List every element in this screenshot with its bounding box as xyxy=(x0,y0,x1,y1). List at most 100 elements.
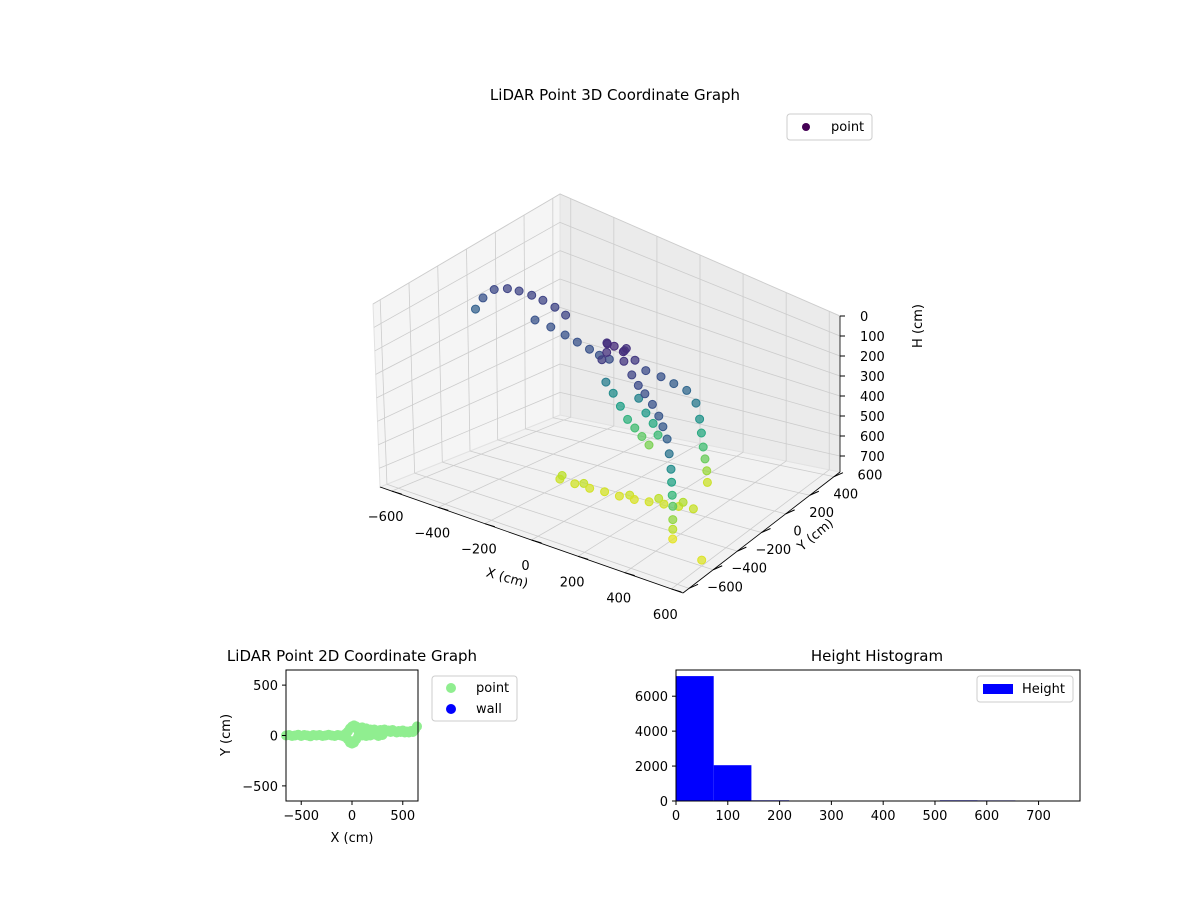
chart-3d-point xyxy=(702,477,712,487)
chart-3d-gridline-z xyxy=(373,221,561,328)
chart-3d-gridline-y xyxy=(379,299,388,485)
chart-2d-point xyxy=(412,721,422,732)
chart-2d-xtick-label: −500 xyxy=(283,809,319,824)
chart-3d-gridline-z xyxy=(559,306,841,397)
chart-3d-xtick-label: 400 xyxy=(606,592,631,607)
chart-3d-point xyxy=(659,499,669,509)
chart-3d-point xyxy=(619,356,629,366)
chart-3d-point xyxy=(514,286,524,296)
chart-histogram: Height Histogram 0 100 200 300 400 500 600 7000… xyxy=(635,647,1081,824)
chart-3d-point xyxy=(667,490,677,500)
chart-3d-point xyxy=(585,483,595,493)
chart-3d-point xyxy=(700,454,710,464)
chart-2d-legend: point wall xyxy=(431,675,518,722)
chart-3d-legend: point xyxy=(786,113,873,141)
histogram-ytick-label: 4000 xyxy=(635,725,668,740)
histogram-xtick-label: 200 xyxy=(767,809,792,824)
chart-3d-gridline-y xyxy=(408,282,416,474)
chart-3d-point xyxy=(530,315,540,325)
chart-2d-legend-point-label: point xyxy=(476,681,509,696)
chart-3d-point xyxy=(667,477,677,487)
histogram-frame xyxy=(675,669,1081,802)
histogram-bar xyxy=(676,676,714,801)
chart-3d-ztick-label: 400 xyxy=(860,390,885,405)
chart-3d-point xyxy=(688,504,698,514)
chart-3d-point xyxy=(668,524,678,534)
chart-3d-ztick-label: 200 xyxy=(860,350,885,365)
chart-3d-xtick-label: −200 xyxy=(461,543,497,558)
chart-3d-point xyxy=(682,385,692,395)
chart-3d-point xyxy=(629,495,639,504)
chart-3d-gridline-z xyxy=(559,193,841,317)
chart-3d-point xyxy=(546,322,556,332)
chart-3d-point xyxy=(627,370,637,380)
chart-3d-gridline-z xyxy=(377,335,561,422)
chart-3d-ytick-label: 600 xyxy=(858,469,883,484)
chart-3d-gridline-y xyxy=(466,248,471,452)
chart-3d-point xyxy=(609,341,619,351)
chart-3d-gridline-y xyxy=(442,461,738,552)
chart-3d-point xyxy=(698,442,708,452)
chart-3d-gridline-y xyxy=(386,483,690,589)
chart-3d-point xyxy=(600,487,610,497)
chart-3d-gridline-z xyxy=(559,221,841,337)
chart-3d-ytick-label: 200 xyxy=(809,506,834,521)
chart-3d-point xyxy=(630,355,640,365)
histogram-xtick-label: 700 xyxy=(1026,809,1051,824)
chart-3d-gridline-y xyxy=(523,215,526,429)
chart-3d-ztick-label: 100 xyxy=(860,330,885,345)
chart-3d-point xyxy=(664,449,674,459)
chart-3d-point xyxy=(579,478,589,488)
chart-3d-point xyxy=(615,401,625,411)
chart-3d-gridline-z xyxy=(374,250,561,352)
chart-3d-xtick-label: 0 xyxy=(521,559,529,574)
chart-3d-ztick-label: 300 xyxy=(860,370,885,385)
chart-3d-point xyxy=(691,398,701,408)
chart-2d-ylabel: Y (cm) xyxy=(219,714,234,757)
chart-3d-gridline-z xyxy=(559,278,841,377)
chart-3d-point xyxy=(696,428,706,438)
histogram-xtick-label: 500 xyxy=(923,809,948,824)
chart-3d-point xyxy=(658,422,668,432)
chart-2d-xtick-label: 500 xyxy=(390,809,415,824)
histogram-xtick-label: 0 xyxy=(672,809,680,824)
chart-3d-point xyxy=(637,432,647,441)
histogram-title: Height Histogram xyxy=(811,647,943,665)
chart-3d-ztick-label: 500 xyxy=(860,410,885,425)
chart-3d-point xyxy=(618,347,628,357)
chart-3d-point xyxy=(585,344,594,354)
chart-3d-point xyxy=(630,423,640,433)
histogram-xtick-label: 100 xyxy=(715,809,740,824)
histogram-ticks: 0 100 200 300 400 500 600 700 0 2000 4000 6000 xyxy=(635,690,1051,824)
histogram-legend-swatch xyxy=(983,684,1013,694)
chart-3d-point xyxy=(644,497,654,507)
chart-2d-title: LiDAR Point 2D Coordinate Graph xyxy=(227,647,477,665)
chart-2d-ytick-label: 500 xyxy=(253,679,278,694)
histogram-bars xyxy=(676,676,1016,801)
histogram-xtick-label: 300 xyxy=(819,809,844,824)
chart-3d-point xyxy=(633,380,643,390)
chart-3d-point xyxy=(597,355,607,365)
chart-3d-gridline-y xyxy=(552,417,835,478)
chart-2d-xlabel: X (cm) xyxy=(331,831,374,846)
chart-3d-point xyxy=(489,285,499,294)
chart-3d-point xyxy=(560,330,570,340)
chart-3d-gridline-z xyxy=(559,391,841,457)
chart-3d-legend-box xyxy=(786,113,873,141)
chart-3d-ytick-label: 400 xyxy=(833,487,858,502)
chart-3d-point xyxy=(647,399,657,409)
chart-3d-point xyxy=(641,408,651,418)
chart-3d-xtick-label: −600 xyxy=(368,510,404,525)
chart-3d-ytick-label: 0 xyxy=(793,525,801,540)
chart-3d-ytick-label: −600 xyxy=(707,580,743,595)
histogram-ytick-label: 6000 xyxy=(635,690,668,705)
chart-2d-legend-wall-label: wall xyxy=(476,702,502,717)
chart-3d-xtick-label: 600 xyxy=(653,608,678,623)
chart-2d: LiDAR Point 2D Coordinate Graph −500 0 500… xyxy=(219,647,518,846)
chart-3d-points xyxy=(471,284,712,565)
histogram-legend-box xyxy=(976,675,1074,703)
chart-3d-point xyxy=(644,440,654,450)
chart-3d-point xyxy=(668,501,678,511)
